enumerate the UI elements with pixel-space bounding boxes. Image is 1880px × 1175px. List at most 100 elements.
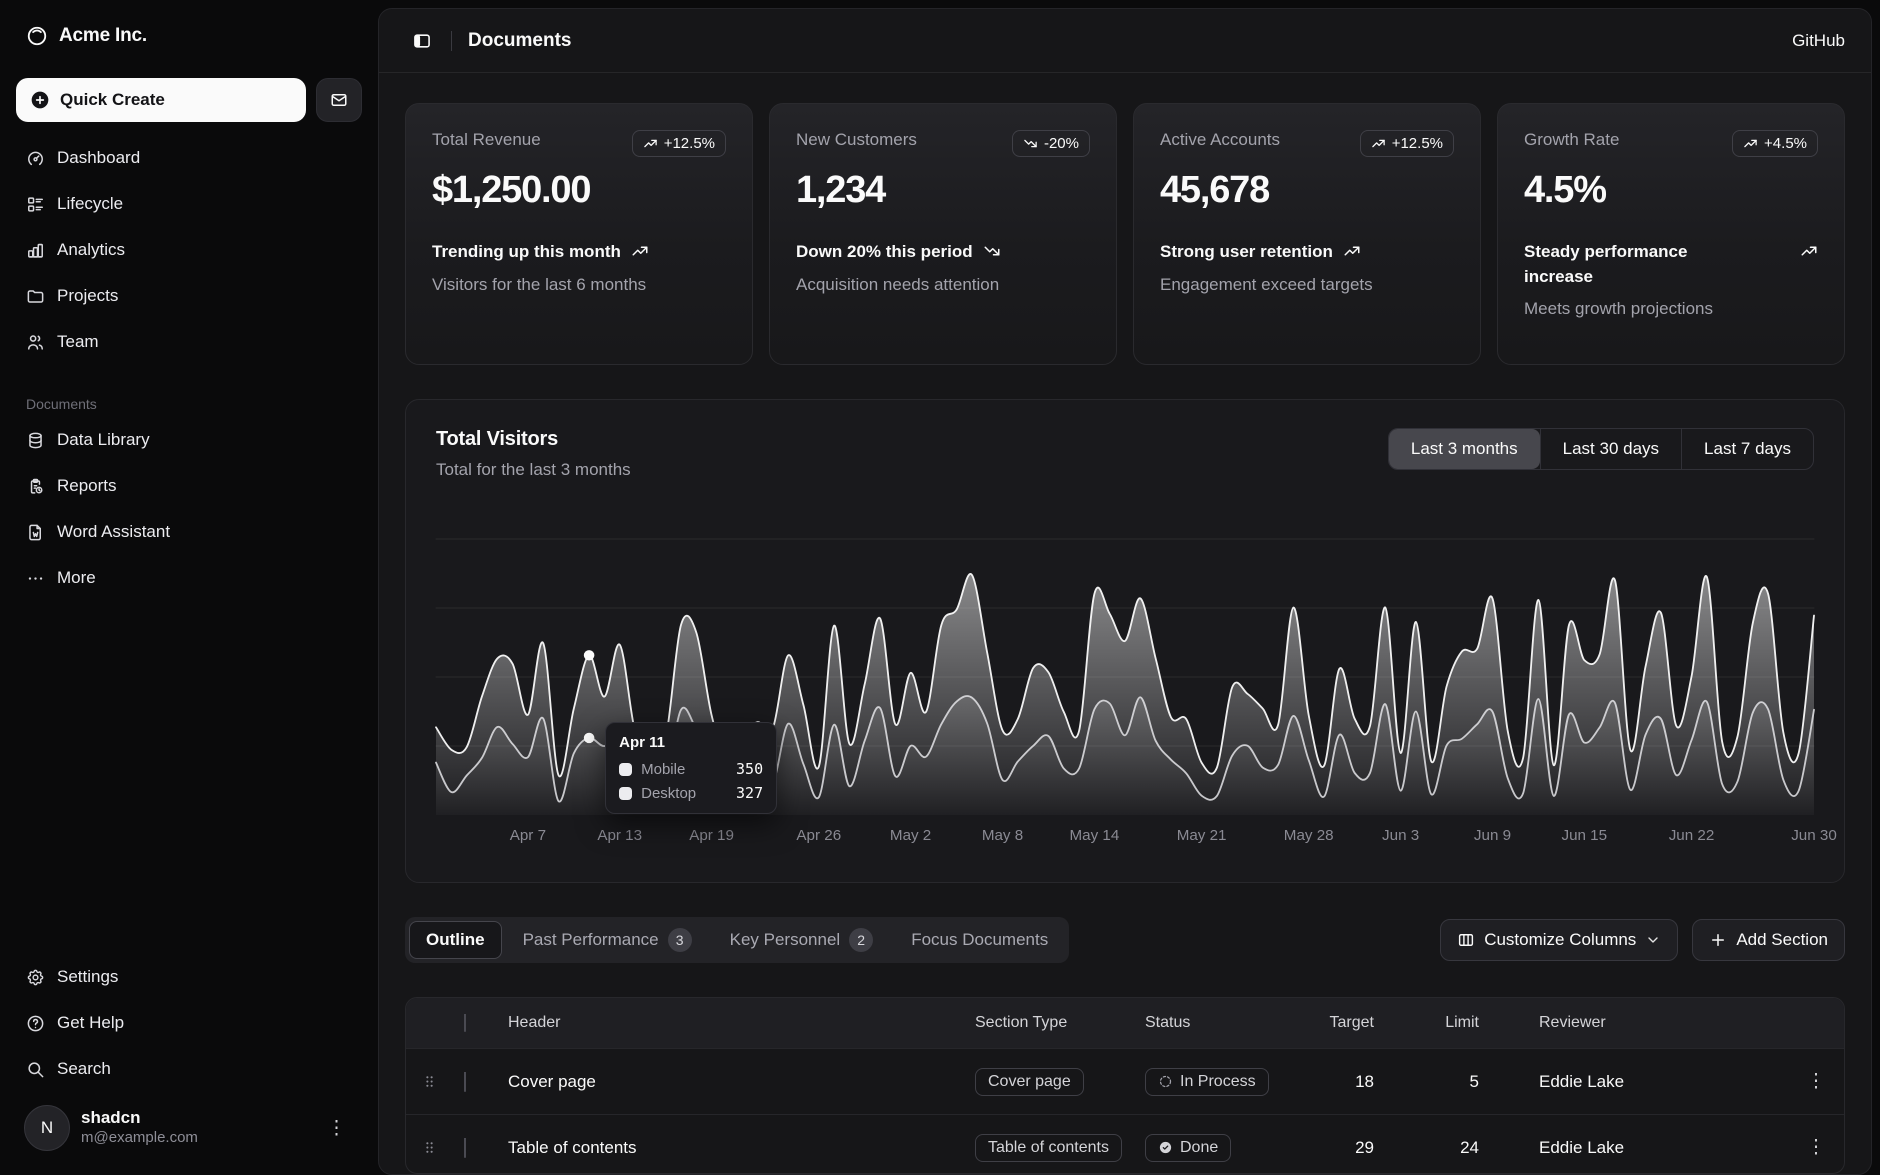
svg-text:Apr 26: Apr 26 [796,827,841,844]
sidebar-item-team[interactable]: Team [16,322,362,362]
tab-key-personnel[interactable]: Key Personnel 2 [713,921,891,959]
range-toggle-group: Last 3 months Last 30 days Last 7 days [1387,428,1814,470]
chart-bar-icon [26,241,45,260]
trending-up-icon [1343,242,1361,260]
row-kebab-icon[interactable]: ⋮ [1806,1071,1826,1093]
col-target: Target [1329,1014,1374,1032]
stat-label: Total Revenue [432,130,541,149]
content: Total Revenue +12.5% $1,250.00 Trending … [379,73,1871,1174]
sidebar-toggle-button[interactable] [405,24,439,58]
target-cell[interactable]: 29 [1355,1137,1374,1157]
range-last-7-days[interactable]: Last 7 days [1681,429,1813,469]
sidebar-item-search[interactable]: Search [16,1049,362,1089]
customize-columns-button[interactable]: Customize Columns [1440,919,1679,962]
reviewer-cell[interactable]: Eddie Lake [1539,1137,1625,1157]
sidebar-item-lifecycle[interactable]: Lifecycle [16,184,362,224]
row-kebab-icon[interactable]: ⋮ [1806,1137,1826,1159]
trend-badge: +12.5% [1359,130,1454,157]
trending-up-icon [1743,136,1758,151]
col-limit: Limit [1445,1014,1479,1032]
trend-badge: -20% [1011,130,1090,157]
sidebar-item-label: Data Library [57,430,150,449]
tab-outline[interactable]: Outline [409,921,502,960]
sidebar-item-more[interactable]: More [16,558,362,598]
range-last-30-days[interactable]: Last 30 days [1539,429,1681,469]
limit-cell[interactable]: 5 [1469,1071,1479,1091]
quick-create-button[interactable]: Quick Create [16,78,306,122]
sidebar-item-label: Settings [57,967,119,986]
row-checkbox[interactable] [464,1071,466,1092]
sidebar-item-dashboard[interactable]: Dashboard [16,138,362,178]
brand[interactable]: Acme Inc. [16,14,362,58]
row-header-cell[interactable]: Cover page [508,1071,596,1091]
header-separator [451,30,452,51]
chevron-down-icon [1645,932,1661,948]
chart-tooltip: Apr 11 Mobile 350 Desktop 327 [605,722,778,814]
select-all-checkbox[interactable] [464,1014,466,1033]
sidebar-item-label: Get Help [57,1013,125,1032]
target-cell[interactable]: 18 [1355,1071,1374,1091]
sidebar-item-label: More [57,568,96,587]
stat-footer-title: Steady performance increase [1524,242,1688,286]
stat-card-total-revenue: Total Revenue +12.5% $1,250.00 Trending … [405,103,753,365]
trending-up-icon [643,136,658,151]
stat-footer-sub: Acquisition needs attention [796,274,1000,294]
table-row: Table of contents Table of contents Done… [406,1114,1844,1173]
sidebar-item-label: Search [57,1059,111,1078]
user-name: shadcn [81,1108,141,1128]
svg-text:May 21: May 21 [1177,827,1227,844]
drag-handle-icon[interactable] [406,1073,452,1090]
trending-down-icon [983,242,1001,260]
sidebar-item-settings[interactable]: Settings [16,957,362,997]
stat-card-new-customers: New Customers -20% 1,234 Down 20% this p… [769,103,1117,365]
ellipsis-icon [26,569,45,588]
sidebar-item-label: Projects [57,286,119,305]
stat-value: $1,250.00 [432,169,591,211]
sidebar-item-projects[interactable]: Projects [16,276,362,316]
chart-title: Total Visitors [436,428,559,450]
row-header-cell[interactable]: Table of contents [508,1137,637,1157]
tooltip-date: Apr 11 [619,734,665,751]
circle-plus-icon [30,90,50,110]
section-toolbar: Outline Past Performance 3 Key Personnel… [405,917,1845,964]
report-icon [26,477,45,496]
row-checkbox[interactable] [464,1137,466,1158]
user-kebab-icon[interactable]: ⋮ [327,1117,346,1139]
tabs-list: Outline Past Performance 3 Key Personnel… [405,917,1070,964]
sidebar-item-reports[interactable]: Reports [16,466,362,506]
user-menu[interactable]: N shadcn m@example.com ⋮ [16,1099,362,1157]
stat-footer-sub: Meets growth projections [1524,299,1713,319]
svg-text:Apr 19: Apr 19 [689,827,734,844]
inbox-button[interactable] [316,78,362,122]
reviewer-cell[interactable]: Eddie Lake [1539,1071,1625,1091]
sidebar-item-label: Reports [57,476,117,495]
file-word-icon [26,523,45,542]
stat-label: Growth Rate [1524,130,1620,149]
trend-badge: +12.5% [631,130,726,157]
select-all-checkbox-cell [452,1014,496,1033]
sidebar-item-get-help[interactable]: Get Help [16,1003,362,1043]
sidebar-section-documents: Documents [26,396,97,412]
tab-focus-documents[interactable]: Focus Documents [894,921,1065,959]
sidebar-item-data-library[interactable]: Data Library [16,420,362,460]
sidebar-item-label: Word Assistant [57,522,171,541]
limit-cell[interactable]: 24 [1460,1137,1479,1157]
plus-icon [1709,931,1727,949]
panel-header: Documents GitHub [379,9,1871,73]
brand-name: Acme Inc. [59,25,147,46]
tab-past-performance[interactable]: Past Performance 3 [506,921,709,959]
panel-left-icon [412,31,432,51]
github-link[interactable]: GitHub [1792,30,1845,50]
drag-handle-icon[interactable] [406,1139,452,1156]
range-last-3-months[interactable]: Last 3 months [1388,429,1540,469]
sidebar-item-word-assistant[interactable]: Word Assistant [16,512,362,552]
quick-create-label: Quick Create [60,90,165,109]
sidebar-item-analytics[interactable]: Analytics [16,230,362,270]
tooltip-series-label: Desktop [641,784,697,802]
section-type-badge: Cover page [975,1067,1084,1096]
tooltip-series-label: Mobile [641,760,686,778]
col-header: Header [508,1014,561,1032]
add-section-button[interactable]: Add Section [1692,919,1845,962]
tab-count-badge: 2 [849,928,874,953]
visitors-area-chart[interactable]: Apr 7 Apr 13 Apr 19 Apr 26 May 2 May 8 May 14 M… [435,532,1837,844]
